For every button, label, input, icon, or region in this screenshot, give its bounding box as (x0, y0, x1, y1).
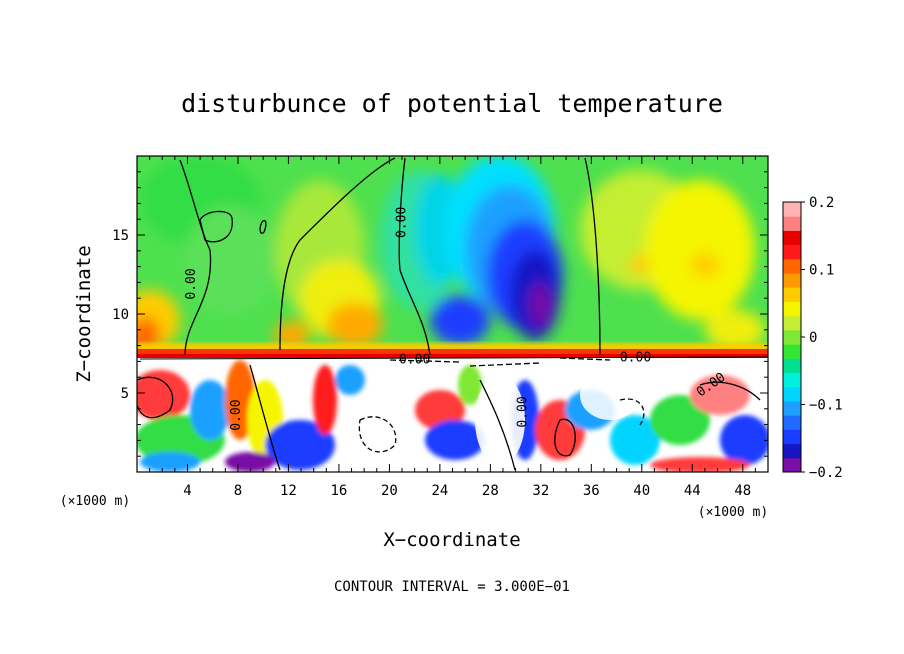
contour-label-5: 0.00 (516, 396, 531, 427)
colorbar-swatch (783, 457, 801, 473)
colorbar-swatch (783, 258, 801, 274)
y-axis-unit: (×1000 m) (60, 494, 130, 509)
x-tick-label-32: 32 (532, 483, 549, 499)
x-tick-label-40: 40 (633, 483, 650, 499)
x-axis-unit: (×1000 m) (698, 505, 768, 520)
x-axis: 4 8 12 16 20 24 28 32 36 40 44 48 (149, 156, 756, 499)
x-tick-label-4: 4 (183, 483, 191, 499)
x-tick-label-12: 12 (280, 483, 297, 499)
colorbar-swatch (783, 287, 801, 302)
x-tick-label-44: 44 (684, 483, 701, 499)
x-tick-label-8: 8 (234, 483, 242, 499)
colorbar-tick-label-1: 0.1 (809, 263, 834, 279)
chart-title: disturbunce of potential temperature (181, 89, 723, 118)
heatmap-field (137, 156, 768, 472)
y-tick-label-10: 10 (112, 307, 129, 323)
colorbar-swatch (783, 386, 801, 402)
colorbar-tick-label-4: −0.2 (809, 465, 843, 481)
colorbar-swatch (783, 244, 801, 260)
x-tick-label-36: 36 (583, 483, 600, 499)
contour-label-3: 0.00 (620, 351, 651, 366)
x-tick-label-28: 28 (482, 483, 499, 499)
y-axis: 5 10 15 (112, 171, 768, 457)
contour-lines (137, 157, 768, 471)
contour-label-6: 0.00 (229, 399, 244, 430)
colorbar-swatch (783, 400, 801, 416)
x-tick-label-24: 24 (431, 483, 448, 499)
contour-interval-note: CONTOUR INTERVAL = 3.000E−01 (334, 579, 570, 595)
contour-label-1: 0.00 (395, 207, 410, 238)
x-tick-label-48: 48 (734, 483, 751, 499)
colorbar-swatch (783, 315, 801, 331)
y-tick-label-15: 15 (112, 228, 129, 244)
x-tick-label-20: 20 (381, 483, 398, 499)
colorbar-tick-label-2: 0 (809, 330, 817, 346)
y-axis-title: Z−coordinate (73, 245, 95, 382)
colorbar-tick-label-3: −0.1 (809, 398, 843, 414)
y-tick-label-5: 5 (121, 386, 129, 402)
colorbar-swatch (783, 415, 801, 430)
x-axis-title: X−coordinate (383, 529, 520, 551)
colorbar-swatch (783, 372, 801, 388)
colorbar-tick-label-0: 0.2 (809, 195, 834, 211)
colorbar-swatch (783, 358, 801, 374)
x-tick-label-16: 16 (330, 483, 347, 499)
colorbar-swatch (783, 301, 801, 317)
colorbar-swatch (783, 443, 801, 459)
colorbar-swatch (783, 329, 801, 345)
colorbar-swatch (783, 230, 801, 246)
colorbar-swatch (783, 273, 801, 288)
contour-label-0: 0.00 (184, 268, 199, 299)
colorbar-swatch (783, 344, 801, 359)
contour-label-2: 0.00 (399, 352, 430, 367)
colorbar-swatch (783, 216, 801, 231)
colorbar (783, 202, 801, 473)
colorbar-swatch (783, 429, 801, 445)
colorbar-ticks: 0.2 0.1 0 −0.1 −0.2 (801, 195, 843, 481)
colorbar-swatch (783, 202, 801, 217)
